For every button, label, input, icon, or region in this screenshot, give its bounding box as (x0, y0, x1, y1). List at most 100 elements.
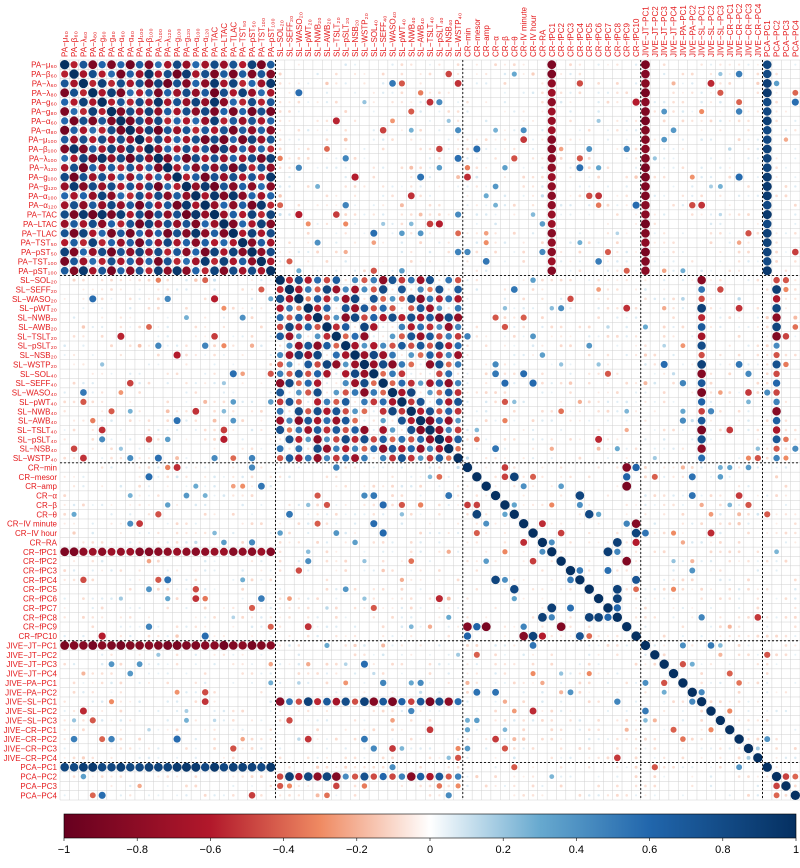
correlation-cell (194, 382, 197, 385)
correlation-cell (60, 60, 70, 70)
correlation-cell (754, 613, 762, 621)
correlation-cell (794, 288, 797, 291)
correlation-cell (446, 118, 451, 123)
correlation-cell (606, 306, 610, 310)
correlation-cell (269, 353, 272, 357)
correlation-cell (662, 63, 666, 67)
correlation-cell (399, 267, 405, 274)
correlation-cell (625, 541, 628, 544)
correlation-cell (63, 794, 66, 797)
correlation-cell (578, 325, 582, 329)
correlation-cell (69, 266, 79, 276)
correlation-cell (382, 485, 385, 488)
correlation-cell (202, 277, 209, 284)
correlation-cell (175, 456, 180, 461)
correlation-cell (266, 98, 275, 107)
correlation-cell (381, 82, 385, 85)
correlation-cell (297, 466, 300, 469)
correlation-cell (597, 634, 600, 638)
correlation-cell (587, 128, 591, 132)
column-label: CR−amp (482, 25, 491, 57)
correlation-cell (69, 116, 79, 126)
correlation-cell (79, 70, 88, 78)
correlation-cell (363, 513, 366, 516)
correlation-cell (239, 61, 247, 69)
correlation-cell (354, 531, 357, 535)
correlation-cell (213, 709, 216, 713)
correlation-cell (710, 588, 713, 591)
correlation-cell (764, 511, 771, 518)
correlation-cell (398, 276, 406, 284)
correlation-cell (438, 63, 441, 66)
correlation-cell (72, 503, 76, 507)
correlation-cell (194, 335, 197, 338)
correlation-cell (662, 513, 666, 516)
correlation-cell (363, 681, 366, 684)
correlation-cell (745, 464, 752, 471)
correlation-cell (163, 266, 172, 275)
correlation-cell (569, 175, 572, 179)
correlation-cell (63, 503, 66, 507)
correlation-cell (175, 634, 179, 638)
correlation-cell (428, 784, 432, 788)
correlation-cell (662, 765, 666, 769)
correlation-cell (691, 119, 694, 123)
correlation-cell (78, 266, 88, 276)
correlation-cell (485, 550, 488, 553)
correlation-cell (522, 653, 525, 657)
correlation-cell (400, 428, 403, 432)
correlation-cell (616, 316, 619, 319)
correlation-cell (361, 398, 368, 406)
correlation-cell (129, 794, 132, 797)
correlation-cell (297, 737, 301, 741)
correlation-cell (194, 278, 198, 282)
column-label: PA−TST₁₀₀ (257, 18, 266, 57)
correlation-cell (435, 772, 444, 781)
correlation-cell (324, 642, 330, 649)
correlation-cell (464, 173, 471, 181)
correlation-cell (295, 567, 303, 574)
row-label: PA−pST₁₀₀ (18, 267, 57, 276)
correlation-cell (182, 257, 190, 265)
correlation-cell (363, 756, 366, 759)
correlation-cell (756, 681, 760, 685)
correlation-cell (200, 641, 210, 650)
correlation-cell (269, 335, 272, 338)
correlation-cell (747, 775, 750, 778)
correlation-cell (326, 129, 328, 132)
correlation-cell (772, 332, 781, 341)
correlation-cell (194, 691, 197, 694)
correlation-cell (736, 764, 743, 771)
correlation-cell (436, 408, 443, 415)
correlation-cell (63, 700, 66, 703)
correlation-cell (267, 192, 275, 200)
correlation-cell (407, 192, 415, 200)
correlation-cell (606, 541, 610, 544)
correlation-cell (200, 172, 210, 182)
correlation-cell (248, 173, 256, 182)
correlation-cell (266, 88, 275, 97)
correlation-cell (127, 408, 133, 414)
correlation-cell (269, 635, 272, 638)
colorbar-tick-label: −1 (58, 844, 71, 856)
correlation-cell (82, 335, 85, 338)
correlation-cell (672, 335, 675, 338)
correlation-cell (428, 203, 432, 207)
correlation-cell (163, 640, 173, 650)
correlation-cell (388, 398, 397, 406)
correlation-cell (353, 643, 357, 648)
correlation-cell (559, 91, 563, 95)
correlation-cell (335, 766, 338, 769)
correlation-cell (322, 360, 332, 369)
correlation-cell (466, 147, 469, 151)
correlation-cell (623, 520, 630, 527)
correlation-cell (70, 238, 78, 247)
correlation-cell (578, 550, 581, 553)
correlation-cell (379, 444, 388, 453)
correlation-cell (727, 708, 733, 714)
correlation-cell (503, 719, 507, 722)
correlation-cell (229, 370, 237, 378)
correlation-cell (747, 522, 750, 525)
correlation-cell (213, 428, 216, 432)
correlation-cell (232, 494, 235, 497)
